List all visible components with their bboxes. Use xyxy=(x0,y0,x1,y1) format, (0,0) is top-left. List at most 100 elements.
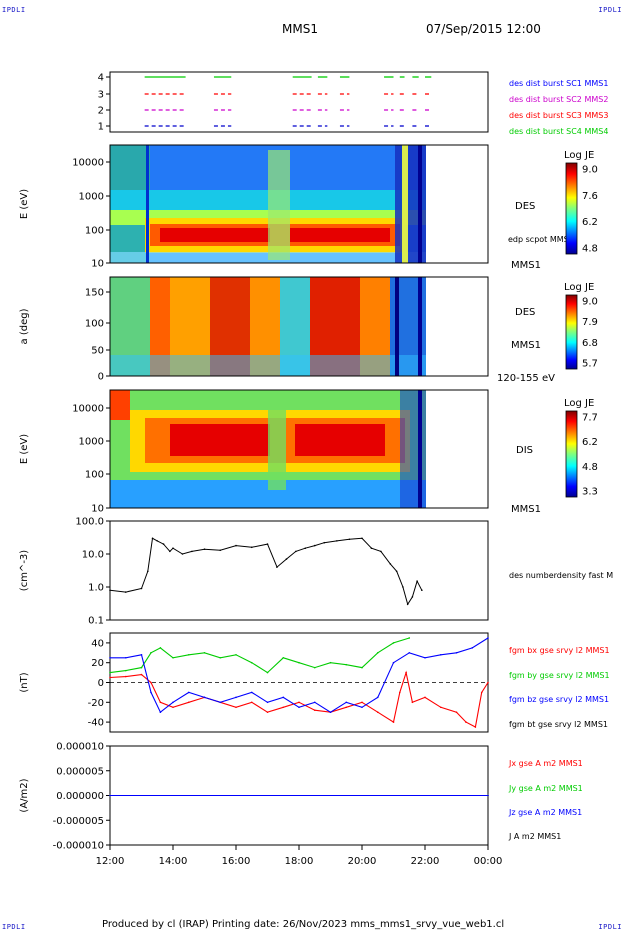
fgm-point xyxy=(203,652,206,654)
datetime-title: 07/Sep/2015 12:00 xyxy=(426,22,541,36)
fgm-point xyxy=(235,653,237,656)
fgm-point xyxy=(159,711,162,713)
fgm-point xyxy=(345,706,348,709)
time-tick-label: 20:00 xyxy=(348,856,377,867)
density-point xyxy=(285,558,288,560)
fgm-point xyxy=(376,711,379,713)
fgm-point xyxy=(424,656,426,659)
colorbar-tick-label: 7.6 xyxy=(582,191,598,202)
fgm-point xyxy=(150,652,152,654)
colorbar-title: Log JE xyxy=(564,398,594,409)
fgm-point xyxy=(465,721,467,723)
density-point xyxy=(235,544,237,547)
fgm-point xyxy=(361,701,363,704)
des-energy-tick-label: 10000 xyxy=(72,158,104,169)
fgm-point xyxy=(487,681,489,684)
fgm-point xyxy=(124,656,127,659)
fgm-point xyxy=(235,706,237,709)
density-point xyxy=(151,537,154,540)
density-point xyxy=(348,538,351,541)
des-energy-panel: 10000 1000 100 10 E (eV) DES edp scpot MMS1 MM… xyxy=(19,144,598,271)
fgm-point xyxy=(329,661,332,664)
des-energy-side-label: MMS1 xyxy=(511,260,541,271)
current-legend-label: J A m2 MMS1 xyxy=(508,832,561,841)
footer-credits: Produced by cl (IRAP) Printing date: 26/… xyxy=(102,919,505,930)
density-series-line xyxy=(109,537,423,606)
fgm-point xyxy=(345,663,348,666)
fgm-point xyxy=(266,671,269,674)
fgm-series-label: fgm bx gse srvy l2 MMS1 xyxy=(509,646,610,655)
fgm-point xyxy=(392,721,395,723)
fgm-point xyxy=(219,656,222,659)
fgm-point xyxy=(172,701,174,704)
fgm-point xyxy=(266,701,269,704)
colorbar xyxy=(565,162,578,255)
fgm-point xyxy=(140,673,143,676)
density-point xyxy=(140,587,143,590)
fgm-point xyxy=(124,675,127,678)
burst-axis-tick-label: 4 xyxy=(98,73,104,84)
current-point xyxy=(487,794,489,797)
density-point xyxy=(389,563,392,565)
burst-axis-tick-label: 1 xyxy=(98,122,104,133)
colorbar xyxy=(565,410,578,498)
fgm-point xyxy=(376,696,379,699)
colorbar-tick-label: 3.3 xyxy=(582,487,598,498)
dis-energy-spectrogram xyxy=(110,390,426,508)
current-point xyxy=(109,794,111,797)
time-axis: 12:00 14:00 16:00 18:00 20:00 22:00 00:00 xyxy=(96,845,503,867)
density-point xyxy=(395,570,398,573)
fgm-point xyxy=(109,656,111,659)
current-axis-tick-label: -0.000005 xyxy=(53,816,104,827)
fgm-point xyxy=(282,706,285,709)
des-pitch-tick-label: 100 xyxy=(85,319,104,330)
density-point xyxy=(203,548,206,550)
des-pitch-side-label: MMS1 xyxy=(511,340,541,351)
spacecraft-title: MMS1 xyxy=(282,22,318,36)
dis-energy-tick-label: 100 xyxy=(85,470,104,481)
des-pitch-tick-label: 150 xyxy=(85,288,104,299)
current-series-label: Jz gse A m2 MMS1 xyxy=(508,808,582,817)
density-panel: 100.0 10.0 1.0 0.1 (cm^-3) des numberdensity … xyxy=(19,517,613,627)
corner-label-bottom-left: IPDLI xyxy=(2,923,26,931)
des-pitch-tick-label: 0 xyxy=(98,372,104,383)
colorbar-tick-label: 4.8 xyxy=(582,462,598,473)
current-panel: 0.000010 0.000005 0.000000 -0.000005 -0.0000… xyxy=(19,742,583,852)
des-energy-tick-label: 10 xyxy=(91,259,104,270)
fgm-point xyxy=(474,726,477,728)
fgm-point xyxy=(187,691,190,694)
fgm-point xyxy=(124,669,127,672)
fgm-point xyxy=(109,676,111,679)
colorbar-tick-label: 6.2 xyxy=(582,437,598,448)
des-energy-tick-label: 1000 xyxy=(79,192,104,203)
fgm-point xyxy=(159,701,162,704)
density-point xyxy=(313,544,316,547)
fgm-point xyxy=(376,652,379,654)
des-pitch-ylabel: a (deg) xyxy=(19,308,30,344)
des-pitch-side-label: 120-155 eV xyxy=(497,373,555,384)
colorbar-tick-label: 7.7 xyxy=(582,413,598,424)
density-point xyxy=(147,570,149,573)
fgm-point xyxy=(405,671,407,674)
density-point xyxy=(191,550,193,553)
colorbar-tick-label: 5.7 xyxy=(582,359,598,370)
fgm-legend-label: fgm bt gse srvy l2 MMS1 xyxy=(509,720,608,729)
density-point xyxy=(421,589,423,591)
fgm-point xyxy=(439,706,442,709)
time-tick-label: 00:00 xyxy=(474,856,503,867)
fgm-point xyxy=(455,652,458,654)
fgm-point xyxy=(392,661,395,664)
density-point xyxy=(172,547,174,549)
fgm-series-label: fgm by gse srvy l2 MMS1 xyxy=(509,671,610,680)
burst-legend-entry: des dist burst SC3 MMS3 xyxy=(509,111,608,120)
colorbar-tick-label: 9.0 xyxy=(582,165,598,176)
burst-panel: 4 3 2 1 des dist burst SC1 MMS1 des dist bur… xyxy=(98,71,608,136)
density-point xyxy=(323,541,326,544)
fgm-point xyxy=(313,666,316,669)
density-point xyxy=(411,596,414,598)
fgm-point xyxy=(203,696,206,699)
current-axis-tick-label: 0.000010 xyxy=(56,742,104,753)
time-tick-label: 22:00 xyxy=(411,856,440,867)
fgm-point xyxy=(487,637,489,639)
